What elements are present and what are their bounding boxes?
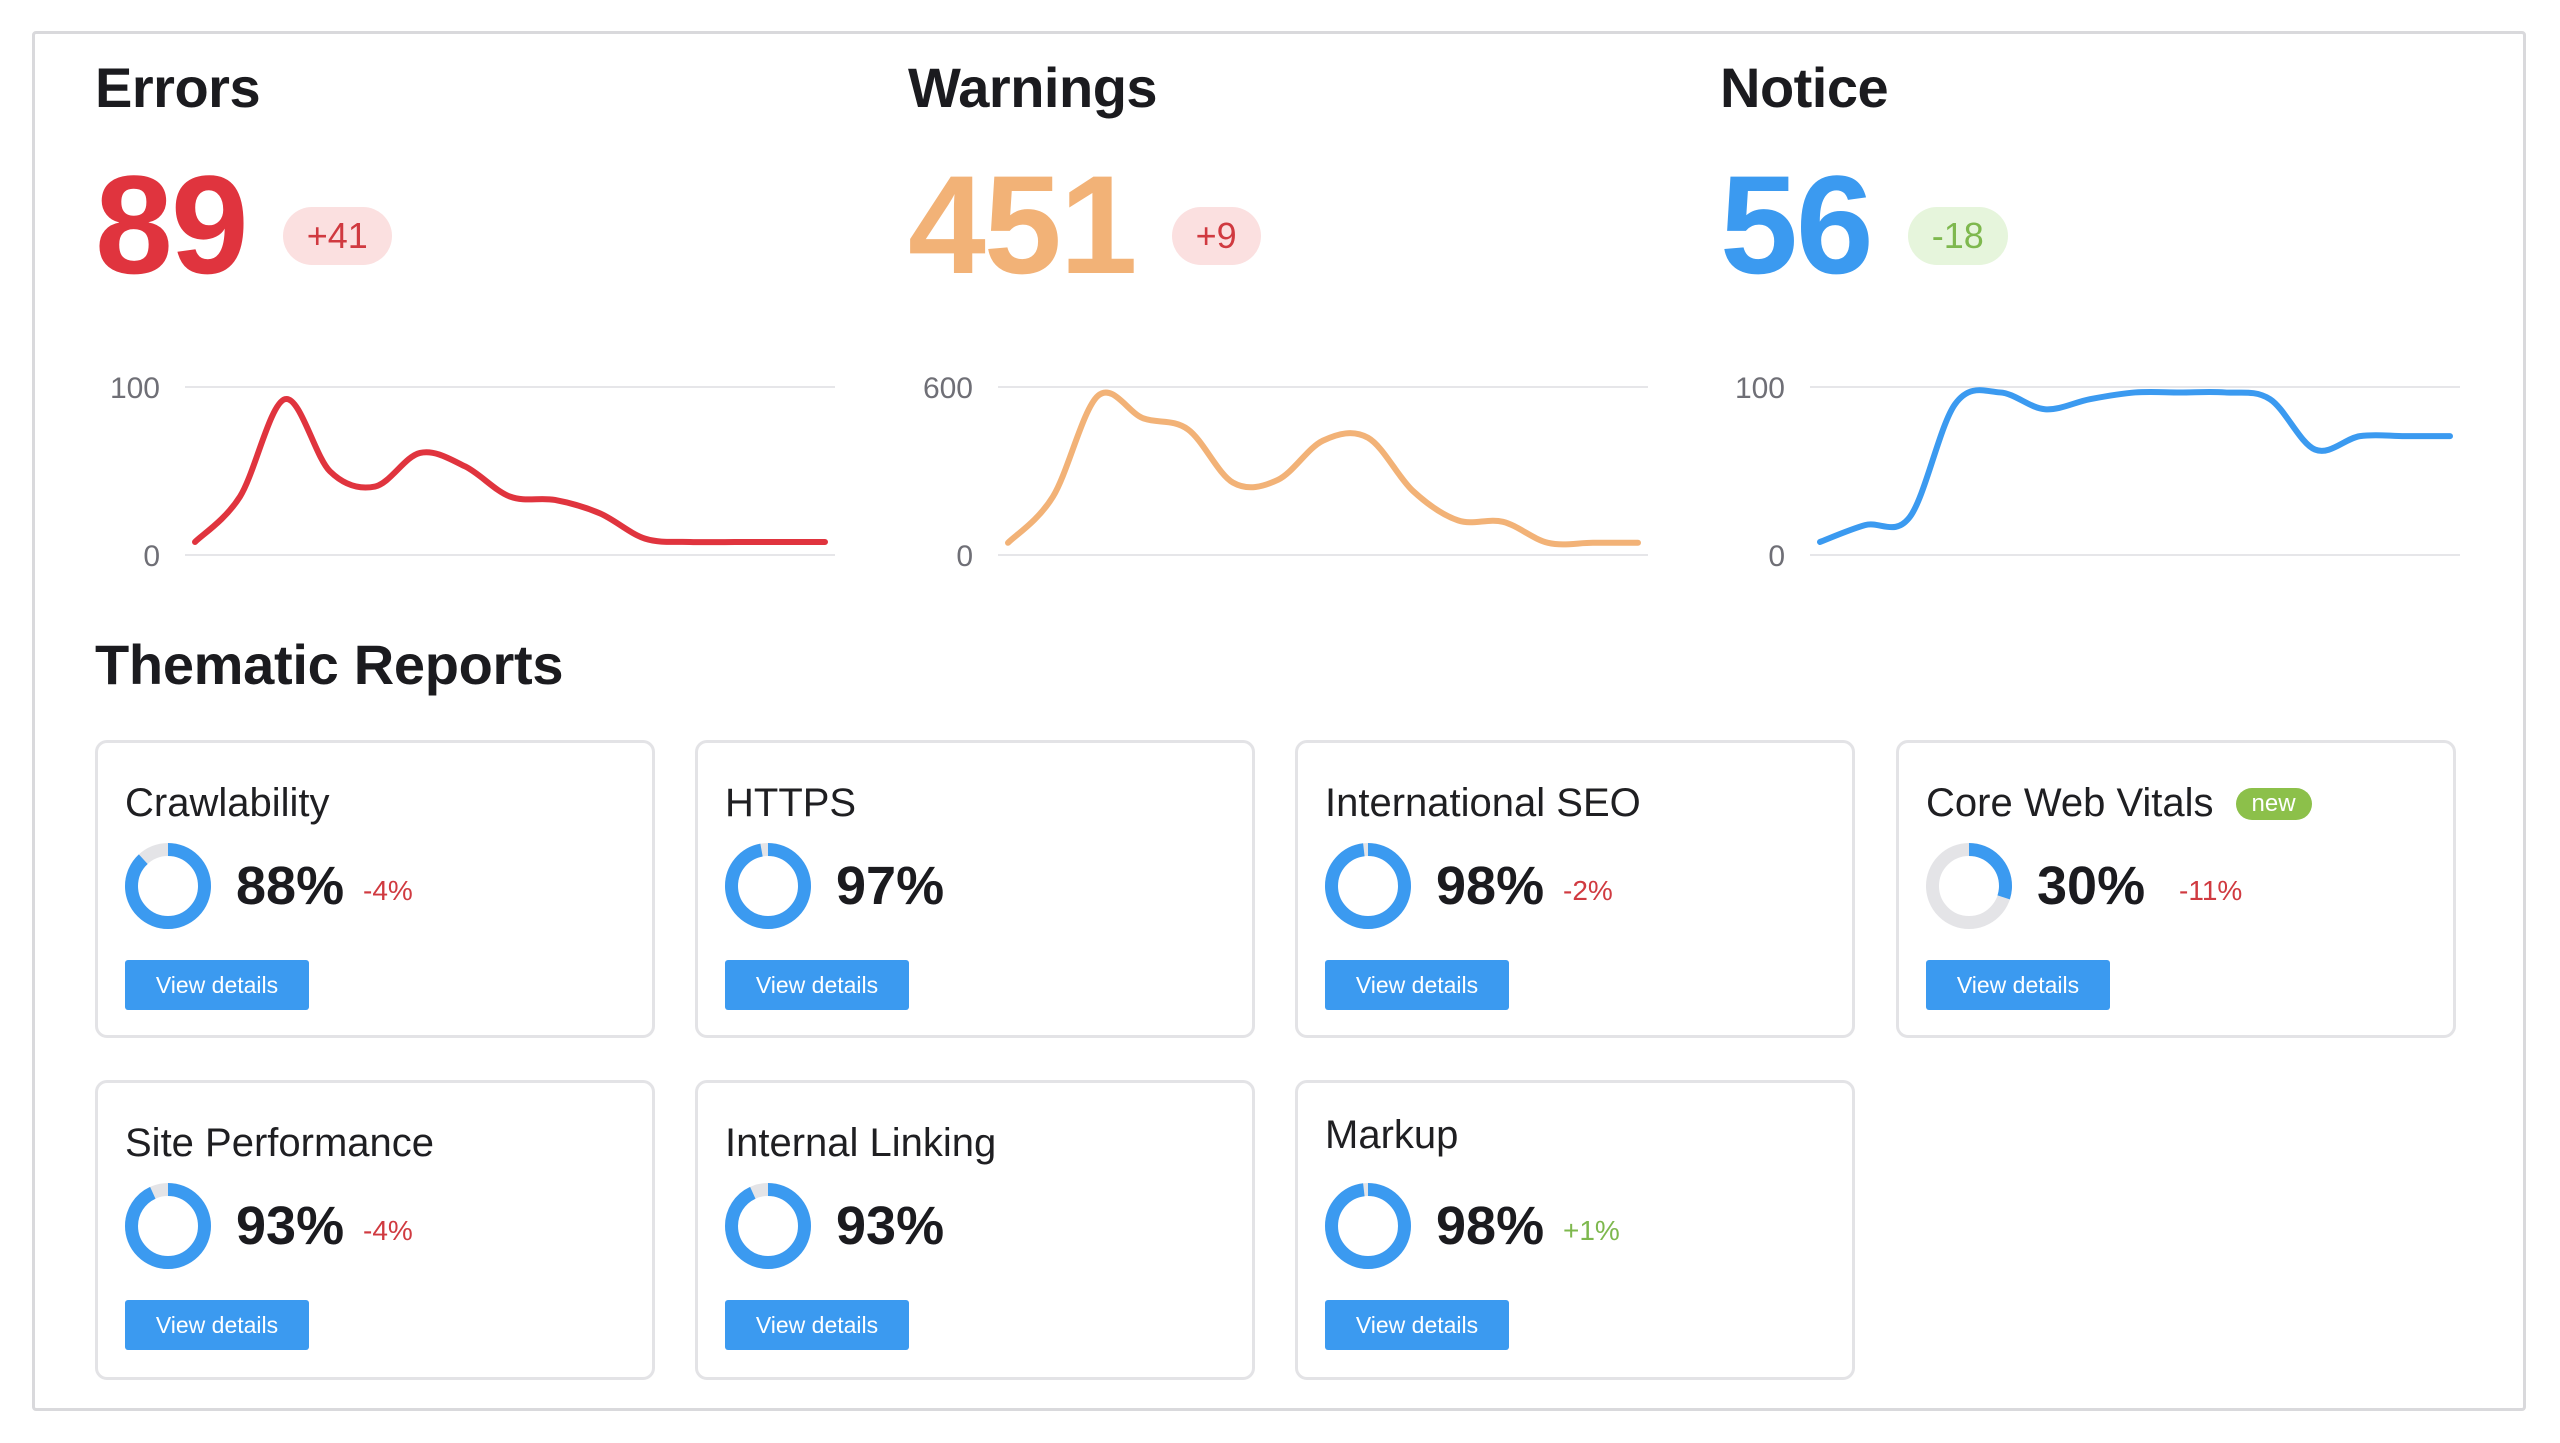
y-tick-label: 0 xyxy=(1768,540,1785,573)
metric-value-row: 451 +9 xyxy=(908,155,1261,295)
report-percentage: 98% xyxy=(1436,856,1545,916)
donut-fill xyxy=(725,1183,811,1269)
y-tick-label: 0 xyxy=(143,540,160,573)
metric-title: Warnings xyxy=(908,56,1158,119)
y-tick-label: 100 xyxy=(110,372,160,405)
donut-fill xyxy=(1325,843,1411,929)
errors-line-chart: 100 0 xyxy=(95,355,835,585)
report-percentage: 93% xyxy=(236,1196,345,1256)
metric-value: 89 xyxy=(95,146,249,303)
report-card-https: HTTPS 97% View details xyxy=(695,740,1255,1038)
y-tick-label: 100 xyxy=(1735,372,1785,405)
donut-fill xyxy=(125,1183,211,1269)
metric-value-row: 56 -18 xyxy=(1720,155,2008,295)
report-delta: -4% xyxy=(363,875,413,906)
report-name: Site Performance xyxy=(125,1121,434,1166)
report-delta: +1% xyxy=(1563,1215,1620,1246)
view-details-button[interactable]: View details xyxy=(1926,960,2110,1010)
report-card-site-performance: Site Performance 93% -4% View details xyxy=(95,1080,655,1380)
report-name: International SEO xyxy=(1325,781,1641,826)
metric-title: Notice xyxy=(1720,56,1889,119)
series-line xyxy=(192,396,828,546)
report-name-text: Crawlability xyxy=(125,781,330,825)
view-details-button[interactable]: View details xyxy=(1325,960,1509,1010)
donut-chart xyxy=(725,1183,811,1269)
view-details-button[interactable]: View details xyxy=(125,960,309,1010)
donut-fill xyxy=(125,843,211,929)
series-line xyxy=(1817,387,2453,545)
view-details-button[interactable]: View details xyxy=(125,1300,309,1350)
view-details-button[interactable]: View details xyxy=(725,1300,909,1350)
donut-fill xyxy=(725,843,811,929)
chart-svg: 100 0 xyxy=(1735,372,2460,573)
donut-chart xyxy=(125,843,211,929)
donut-chart xyxy=(725,843,811,929)
report-delta: -11% xyxy=(2179,875,2243,906)
report-delta: -4% xyxy=(363,1215,413,1246)
report-card-markup: Markup 98% +1% View details xyxy=(1295,1080,1855,1380)
metric-delta-badge: -18 xyxy=(1907,207,2008,265)
report-card-crawlability: Crawlability 88% -4% View details xyxy=(95,740,655,1038)
donut-chart xyxy=(1325,1183,1411,1269)
donut-fill xyxy=(1926,843,2012,929)
report-percentage: 30% xyxy=(2037,856,2146,916)
report-percentage: 93% xyxy=(836,1196,945,1256)
report-card-international-seo: International SEO 98% -2% View details xyxy=(1295,740,1855,1038)
errors-metric: Errors 89 +41 100 0 xyxy=(95,55,855,573)
chart-svg: 600 0 xyxy=(923,372,1648,573)
view-details-button[interactable]: View details xyxy=(1325,1300,1509,1350)
report-name: HTTPS xyxy=(725,781,856,826)
report-name: Crawlability xyxy=(125,781,330,826)
report-percentage: 97% xyxy=(836,856,945,916)
report-name: Internal Linking xyxy=(725,1121,996,1166)
donut-chart xyxy=(1325,843,1411,929)
report-name-text: Site Performance xyxy=(125,1121,435,1165)
y-tick-label: 600 xyxy=(923,372,973,405)
warnings-line-chart: 600 0 xyxy=(908,355,1648,585)
report-name-text: HTTPS xyxy=(725,781,857,825)
warnings-metric: Warnings 451 +9 600 0 xyxy=(908,55,1668,573)
metric-title: Errors xyxy=(95,56,261,119)
report-delta: -2% xyxy=(1563,875,1613,906)
view-details-button[interactable]: View details xyxy=(725,960,909,1010)
notice-line-chart: 100 0 xyxy=(1720,355,2460,585)
donut-chart xyxy=(1926,843,2012,929)
metric-delta-badge: +9 xyxy=(1171,207,1261,265)
report-name: Markup xyxy=(1325,1113,1458,1158)
report-card-internal-linking: Internal Linking 93% View details xyxy=(695,1080,1255,1380)
report-percentage: 88% xyxy=(236,856,345,916)
report-name: Core Web Vitals new xyxy=(1926,781,2312,826)
metric-delta-badge: +41 xyxy=(282,207,392,265)
report-card-core-web-vitals: Core Web Vitals new 30% -11% View details xyxy=(1896,740,2456,1038)
section-title: Thematic Reports xyxy=(95,633,564,696)
report-name-text: Markup xyxy=(1325,1113,1459,1157)
notice-metric: Notice 56 -18 100 0 xyxy=(1720,55,2480,573)
report-name-text: International SEO xyxy=(1325,781,1641,825)
donut-fill xyxy=(1325,1183,1411,1269)
report-name-text: Internal Linking xyxy=(725,1121,997,1165)
series-line xyxy=(1005,389,1641,548)
new-badge: new xyxy=(2235,787,2312,820)
report-name-text: Core Web Vitals xyxy=(1926,781,2214,825)
metric-value: 451 xyxy=(908,146,1138,303)
y-tick-label: 0 xyxy=(956,540,973,573)
metric-value: 56 xyxy=(1720,146,1874,303)
chart-svg: 100 0 xyxy=(110,372,835,573)
metric-value-row: 89 +41 xyxy=(95,155,392,295)
donut-chart xyxy=(125,1183,211,1269)
report-percentage: 98% xyxy=(1436,1196,1545,1256)
